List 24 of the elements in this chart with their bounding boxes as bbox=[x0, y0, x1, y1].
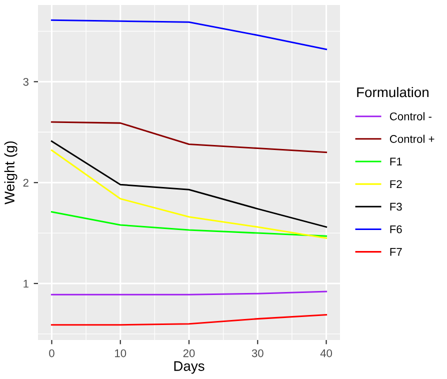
y-tick-label: 3 bbox=[23, 78, 28, 86]
line-series bbox=[50, 150, 328, 239]
x-axis-title: Days bbox=[174, 361, 204, 374]
line-series bbox=[50, 140, 328, 228]
x-tick-label: 0 bbox=[49, 349, 54, 358]
legend-label: Control + bbox=[390, 134, 434, 143]
legend-title: Formulation bbox=[357, 86, 428, 98]
x-tick-label: 20 bbox=[183, 349, 195, 358]
legend-label: Control - bbox=[390, 112, 432, 120]
line-series bbox=[50, 121, 328, 154]
legend-label: F6 bbox=[390, 225, 402, 234]
y-tick-label: 1 bbox=[24, 280, 28, 288]
legend-label: F7 bbox=[390, 248, 402, 256]
legend-label: F2 bbox=[390, 180, 402, 188]
y-axis-title: Weight (g) bbox=[4, 141, 18, 204]
legend-label: F3 bbox=[390, 202, 402, 211]
line-series bbox=[50, 211, 328, 237]
x-tick-label: 30 bbox=[252, 349, 264, 358]
legend-label: F1 bbox=[390, 158, 402, 166]
x-tick-label: 40 bbox=[320, 349, 332, 358]
line-series bbox=[50, 314, 328, 326]
line-series bbox=[50, 19, 328, 50]
y-tick-label: 2 bbox=[23, 178, 28, 187]
x-tick-label: 10 bbox=[115, 349, 126, 358]
